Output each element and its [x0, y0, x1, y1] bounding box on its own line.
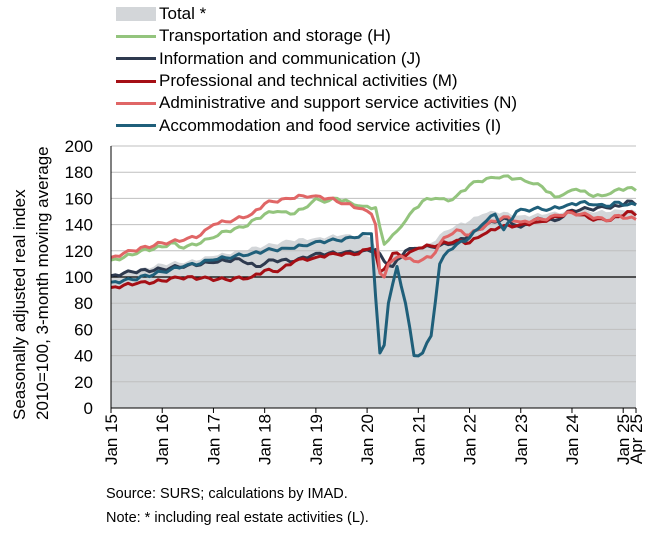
legend-swatch — [116, 79, 156, 83]
legend-label: Professional and technical activities (M… — [159, 71, 458, 91]
x-tick-label: Jan 24 — [563, 414, 582, 465]
legend: Total * Transportation and storage (H) Inf… — [116, 3, 517, 137]
legend-label: Information and communication (J) — [159, 48, 421, 68]
y-axis-title-line-2: 2010=100, 3-month moving average — [33, 146, 52, 420]
x-tick-label: Apr 25 — [627, 414, 646, 464]
legend-swatch — [116, 124, 156, 128]
legend-label: Administrative and support service activ… — [159, 93, 518, 113]
legend-swatch — [116, 34, 156, 38]
legend-swatch — [116, 101, 156, 105]
legend-item: Administrative and support service activ… — [116, 92, 517, 114]
legend-swatch — [116, 7, 156, 22]
x-tick-label: Jan 25 — [614, 414, 633, 465]
x-tick-label: Jan 17 — [204, 414, 223, 465]
legend-item: Total * — [116, 3, 517, 25]
legend-label: Accommodation and food service activitie… — [159, 115, 502, 135]
legend-item: Transportation and storage (H) — [116, 25, 517, 47]
y-tick-label: 100 — [65, 268, 93, 287]
legend-item: Information and communication (J) — [116, 48, 517, 70]
x-tick-label: Jan 23 — [512, 414, 531, 465]
series-area-total — [111, 209, 636, 408]
y-tick-label: 20 — [74, 373, 93, 392]
y-tick-label: 180 — [65, 163, 93, 182]
legend-item: Professional and technical activities (M… — [116, 70, 517, 92]
y-axis-title-line-1: Seasonally adjusted real index — [10, 189, 29, 420]
x-tick-label: Jan 15 — [102, 414, 121, 465]
x-tick-label: Jan 20 — [358, 414, 377, 465]
y-tick-label: 120 — [65, 242, 93, 261]
x-tick-label: Jan 18 — [256, 414, 275, 465]
legend-label: Total * — [159, 4, 207, 24]
y-tick-label: 0 — [84, 399, 93, 418]
series-line-1 — [110, 174, 637, 262]
y-tick-label: 160 — [65, 189, 93, 208]
y-tick-label: 80 — [74, 294, 93, 313]
x-tick-label: Jan 16 — [153, 414, 172, 465]
legend-item: Accommodation and food service activitie… — [116, 114, 517, 136]
series-line-4 — [110, 193, 637, 279]
source-note: Source: SURS; calculations by IMAD. — [106, 486, 348, 502]
x-tick-label: Jan 22 — [461, 414, 480, 465]
x-tick-label: Jan 21 — [409, 414, 428, 465]
y-tick-label: 140 — [65, 216, 93, 235]
footnote: Note: * including real estate activities… — [106, 510, 369, 526]
y-tick-label: 40 — [74, 347, 93, 366]
series-line-5 — [110, 200, 637, 358]
y-tick-label: 60 — [74, 320, 93, 339]
legend-label: Transportation and storage (H) — [159, 26, 391, 46]
x-tick-label: Jan 19 — [307, 414, 326, 465]
y-tick-label: 200 — [65, 137, 93, 156]
legend-swatch — [116, 57, 156, 61]
